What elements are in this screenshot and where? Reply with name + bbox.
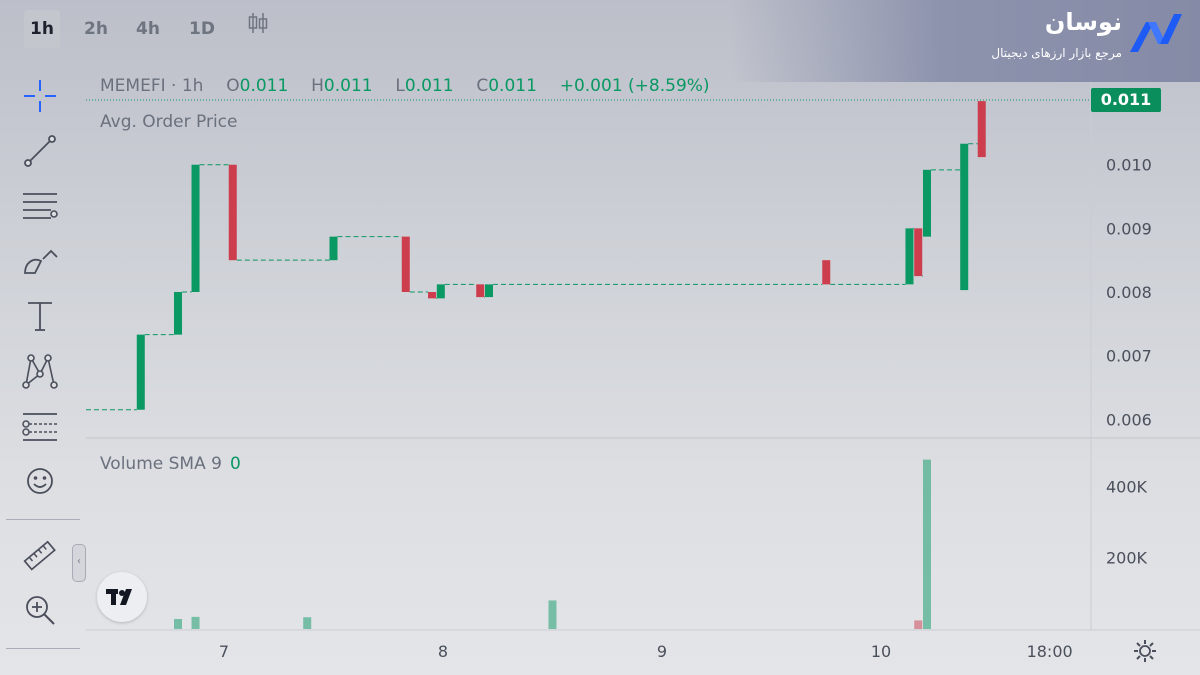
volume-bar [548,600,557,629]
change-value: +0.001 [559,76,623,96]
forecast-tool[interactable] [16,406,64,446]
forecast-icon [22,413,57,441]
tradingview-logo[interactable] [97,572,147,622]
pattern-icon [22,354,58,389]
volume-bar [922,459,931,629]
candle [401,236,410,292]
candle [960,143,969,291]
toolbar-separator [6,648,80,649]
brand-title: نوسان [1044,8,1122,36]
fib-tool[interactable] [16,186,64,226]
candle [136,334,145,410]
zoom-in-tool[interactable] [16,590,64,630]
volume-tick-label: 200K [1106,549,1148,568]
chart-settings-button[interactable] [1130,636,1160,666]
trendline-tool[interactable] [16,131,64,171]
candle [428,292,437,299]
volume-bar [174,619,183,629]
timeframe-1h[interactable]: 1h [24,10,60,48]
indicator-label[interactable]: Avg. Order Price [100,112,238,132]
price-tick-label: 0.007 [1106,347,1152,366]
price-tick-label: 0.008 [1106,283,1152,302]
candle [228,164,237,261]
high-label: H [311,76,324,96]
close-value: 0.011 [488,76,537,96]
candle [191,164,200,292]
candle [822,260,831,285]
candlestick-icon [248,13,268,33]
high-value: 0.011 [323,76,373,96]
trendline-icon [24,135,56,167]
symbol-legend: MEMEFI · 1h O0.011 H0.011 L0.011 C0.011 … [100,76,710,96]
timeframe-1d[interactable]: 1D [189,19,215,39]
volume-layer [174,459,931,629]
ruler-tool[interactable] [16,536,64,576]
candle [476,284,485,298]
brush-icon [24,249,58,274]
volume-bar [914,620,923,629]
timeframe-bar: 1h 2h 4h 1D [0,0,760,58]
volume-legend[interactable]: Volume SMA 9 0 [100,454,241,474]
symbol-interval: 1h [181,76,204,96]
text-icon [28,302,52,331]
crosshair-tool[interactable] [16,76,64,116]
price-axis-ticks: 0.010 0.009 0.008 0.007 0.006 [1106,156,1152,430]
time-tick-label: 9 [657,642,667,661]
time-axis-ticks: 7 8 9 10 18:00 [219,642,1073,661]
ruler-icon [23,540,56,571]
low-label: L [395,76,405,96]
last-price-tag: 0.011 [1091,88,1161,112]
candle [174,292,183,335]
timeframe-2h[interactable]: 2h [84,19,108,39]
price-tick-label: 0.009 [1106,219,1152,238]
open-value: 0.011 [239,76,289,96]
symbol-name[interactable]: MEMEFI [100,76,166,96]
candle [484,284,493,298]
candle [329,236,338,261]
time-tick-label: 18:00 [1027,642,1073,661]
fib-icon [23,193,58,219]
candle [914,228,923,277]
brand-banner: نوسان مرجع بازار ارزهای دیجیتال [730,0,1200,82]
toolbar-separator [6,519,80,520]
volume-value: 0 [229,454,241,474]
volume-tick-label: 400K [1106,477,1148,496]
volume-label: Volume SMA 9 [100,454,222,474]
time-tick-label: 8 [438,642,448,661]
pattern-tool[interactable] [16,351,64,391]
zoom-in-icon [26,596,55,625]
candle [977,101,986,158]
brand-logo-icon [1130,14,1182,52]
candle [436,284,445,299]
volume-bar [191,616,200,629]
collapse-toolbar-button[interactable]: ‹ [72,544,86,582]
gear-icon [1134,640,1156,662]
brush-tool[interactable] [16,241,64,281]
candle [905,228,914,285]
candles-layer [86,101,986,411]
volume-axis-ticks: 400K 200K [1106,477,1148,567]
open-label: O [226,76,240,96]
time-tick-label: 10 [871,642,891,661]
candle-type-button[interactable] [240,10,276,48]
legend-dot: · [171,76,182,96]
crosshair-icon [24,80,56,112]
price-tick-label: 0.006 [1106,410,1152,429]
price-tick-label: 0.010 [1106,156,1152,175]
brand-subtitle: مرجع بازار ارزهای دیجیتال [991,46,1122,60]
time-tick-label: 7 [219,642,229,661]
emoji-icon [27,468,53,494]
candle [922,169,931,237]
text-tool[interactable] [16,296,64,336]
tradingview-logo-icon [106,589,132,605]
low-value: 0.011 [404,76,454,96]
timeframe-4h[interactable]: 4h [136,19,160,39]
volume-bar [303,617,312,629]
drawing-toolbar [0,66,80,666]
change-percent: (+8.59%) [628,76,710,96]
close-label: C [476,76,489,96]
emoji-tool[interactable] [16,461,64,501]
